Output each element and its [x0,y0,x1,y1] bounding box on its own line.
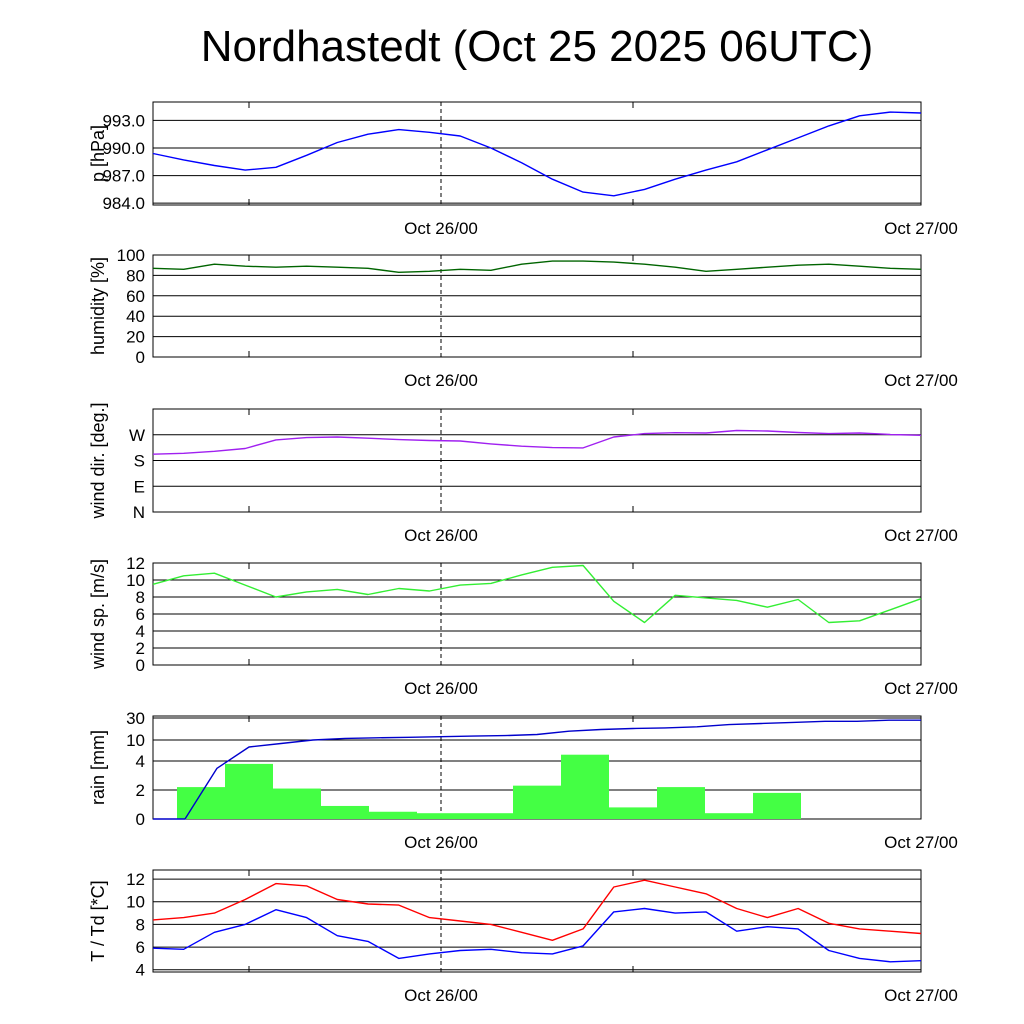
rain-bar [273,788,321,819]
series-line-0 [153,719,921,820]
page-title: Nordhastedt (Oct 25 2025 06UTC) [200,22,874,71]
y-tick-label: 6 [136,938,145,957]
rain-bar [609,807,657,819]
y-axis-label: T / Td [*C] [88,880,108,961]
plot-frame [152,869,922,973]
rain-bar [417,813,465,819]
series-line-0 [152,564,922,624]
series-line-0 [152,879,922,941]
x-tick-label: Oct 26/00 [404,371,478,390]
y-tick-label: 10 [126,571,145,590]
x-tick-label: Oct 27/00 [884,833,958,852]
x-tick-label: Oct 27/00 [884,679,958,698]
y-axis-label: wind dir. [deg.] [88,402,108,519]
y-tick-label: 30 [126,709,145,728]
y-tick-label: W [129,426,145,445]
y-tick-label: N [133,503,145,522]
y-tick-label: 2 [136,639,145,658]
y-tick-label: 10 [126,731,145,750]
y-tick-label: 2 [136,781,145,800]
rain-bar [561,754,609,819]
y-tick-label: 6 [136,605,145,624]
rain-bar [705,813,753,819]
x-tick-label: Oct 26/00 [404,986,478,1005]
y-tick-label: 990.0 [102,139,145,158]
y-axis-label: rain [mm] [88,730,108,805]
y-tick-label: 12 [126,870,145,889]
y-axis-label: p [hPa] [88,125,108,182]
x-tick-label: Oct 27/00 [884,371,958,390]
series-line-0 [152,111,922,197]
y-tick-label: 4 [136,961,145,980]
x-tick-label: Oct 26/00 [404,679,478,698]
x-tick-label: Oct 27/00 [884,526,958,545]
y-tick-label: 4 [136,752,145,771]
rain-bar [465,813,513,819]
y-tick-label: 0 [136,810,145,829]
y-tick-label: 12 [126,554,145,573]
series-line-0 [152,429,922,455]
rain-bar [657,787,705,819]
x-tick-label: Oct 27/00 [884,986,958,1005]
y-tick-label: 987.0 [102,167,145,186]
plot-frame [152,254,922,358]
y-tick-label: S [134,452,145,471]
rain-bar [369,811,417,819]
y-tick-label: 10 [126,893,145,912]
plot-frame [152,101,922,206]
y-tick-label: 60 [126,287,145,306]
y-tick-label: 8 [136,588,145,607]
x-tick-label: Oct 26/00 [404,526,478,545]
y-tick-label: 80 [126,266,145,285]
y-tick-label: 993.0 [102,111,145,130]
y-tick-label: E [134,477,145,496]
series-line-0 [152,260,922,273]
y-axis-label: wind sp. [m/s] [88,559,108,670]
y-tick-label: 0 [136,656,145,675]
rain-bar [753,792,801,819]
y-tick-label: 4 [136,622,145,641]
rain-bar [513,785,561,819]
y-tick-label: 984.0 [102,194,145,213]
y-tick-label: 8 [136,915,145,934]
series-line-1 [152,907,922,963]
panel-pressure: 984.0 987.0 990.0 993.0 Oct 26/00 Oct 27/00 p … [88,101,958,238]
rain-bar [177,787,225,819]
x-tick-label: Oct 26/00 [404,833,478,852]
x-tick-label: Oct 27/00 [884,219,958,238]
y-tick-label: 40 [126,307,145,326]
y-tick-label: 0 [136,348,145,367]
x-tick-label: Oct 26/00 [404,219,478,238]
panel-temperature-dewpoint: 4 6 8 10 12 Oct 26/00 Oct 27/00 T / Td [*C] [88,869,958,1005]
y-tick-label: 20 [126,328,145,347]
y-axis-label: humidity [%] [88,257,108,355]
rain-bar [225,763,273,819]
y-tick-label: 100 [117,246,145,265]
panel-rain: 0 2 4 10 30 Oct 26/00 Oct 27/00 rain [mm] [88,709,958,852]
rain-bar [321,805,369,819]
